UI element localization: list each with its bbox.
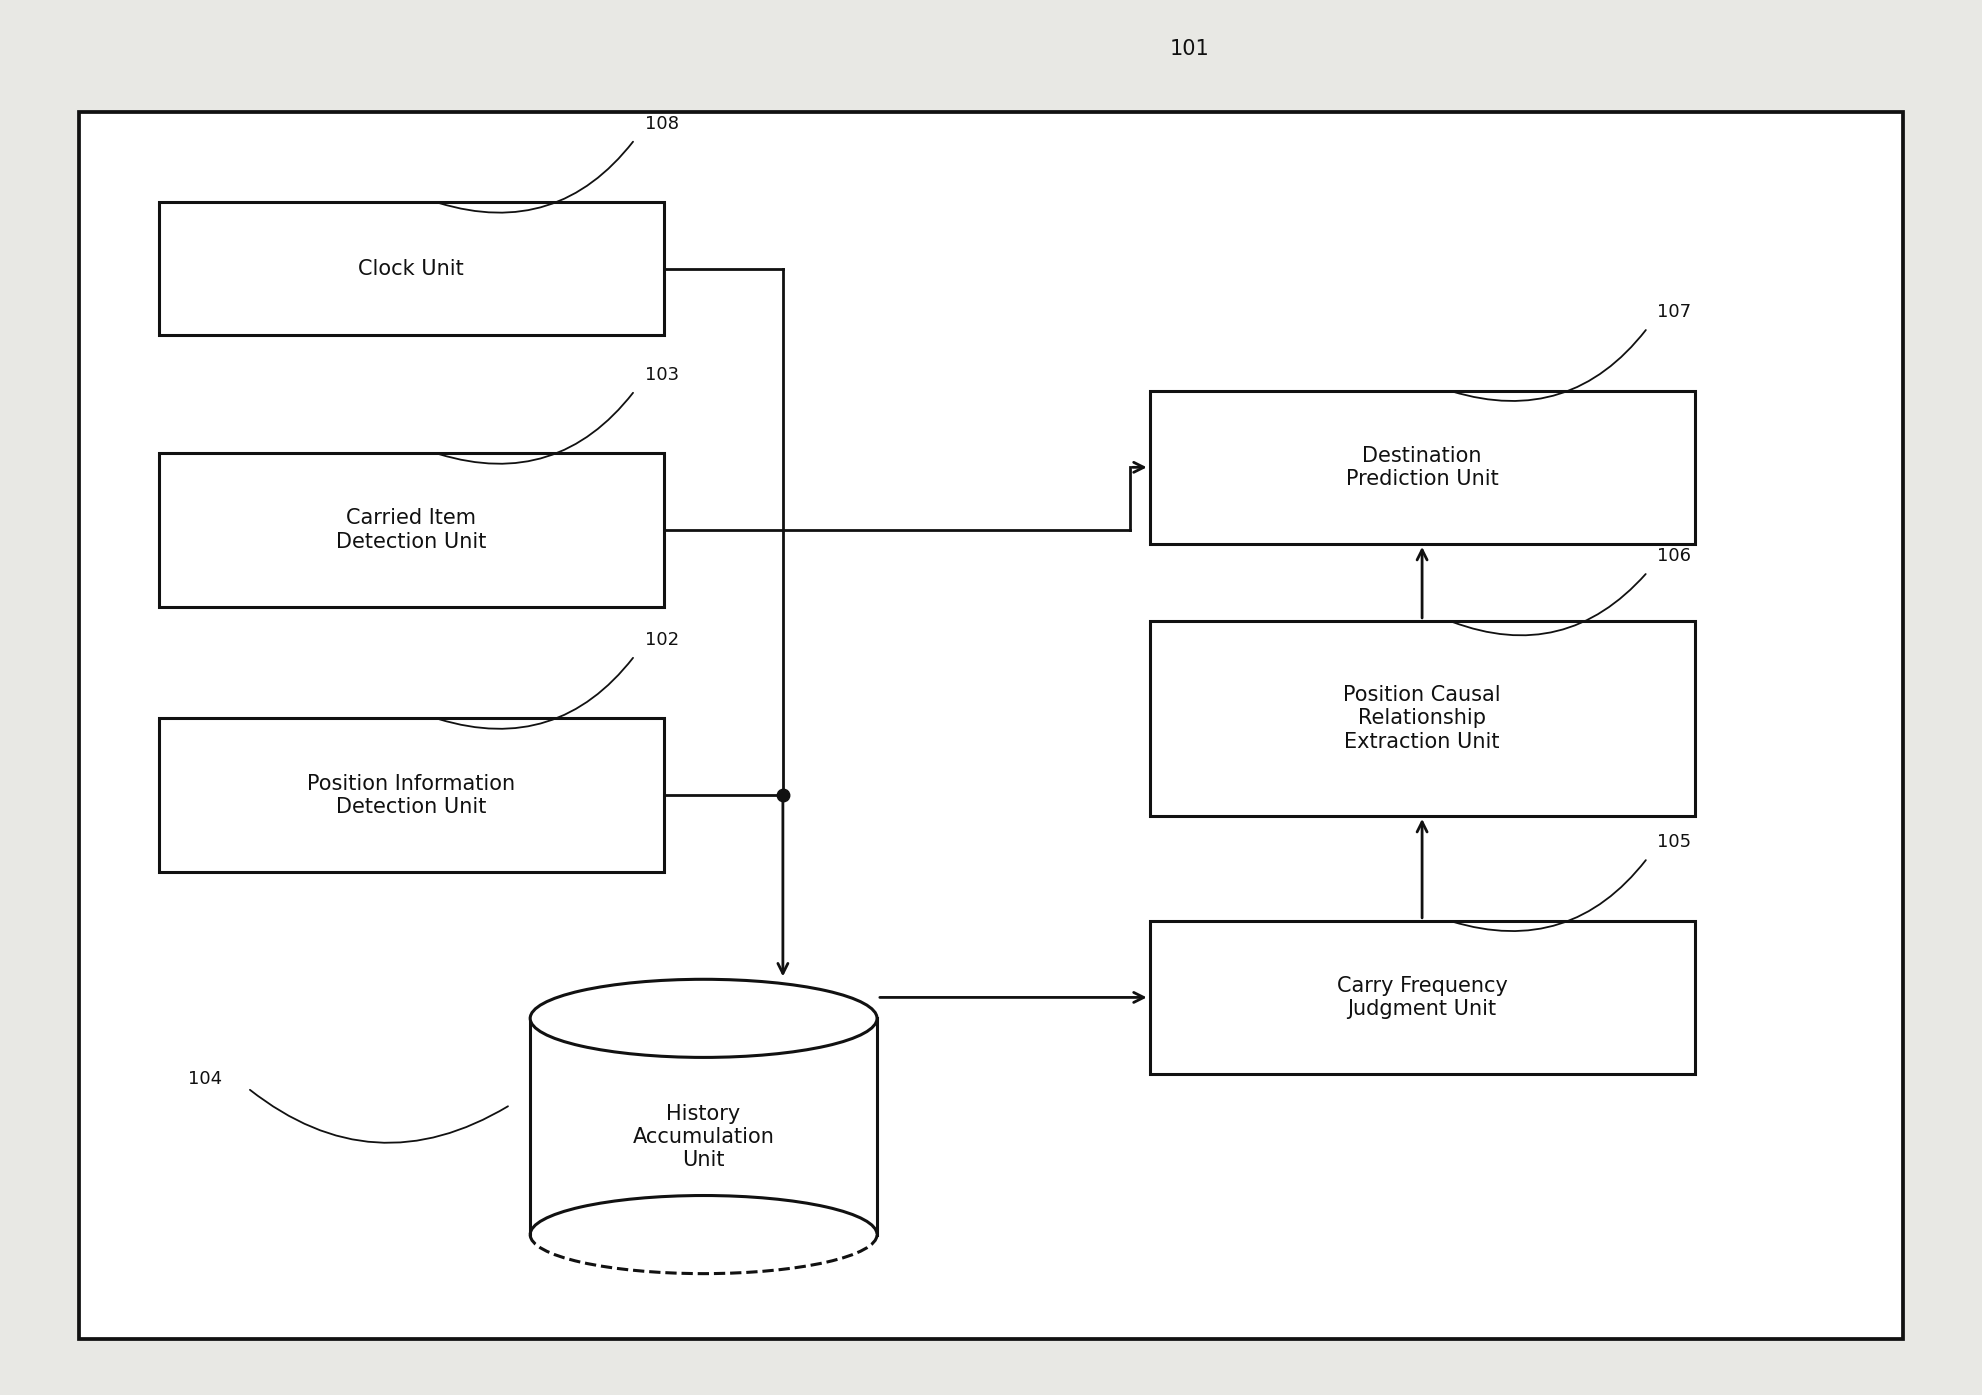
- Text: Carried Item
Detection Unit: Carried Item Detection Unit: [337, 509, 486, 551]
- Bar: [1150, 391, 1695, 544]
- Text: Position Causal
Relationship
Extraction Unit: Position Causal Relationship Extraction …: [1344, 685, 1500, 752]
- Text: 102: 102: [644, 631, 678, 649]
- Text: Carry Frequency
Judgment Unit: Carry Frequency Judgment Unit: [1336, 976, 1508, 1018]
- Bar: [159, 718, 664, 872]
- Text: 103: 103: [644, 365, 678, 384]
- Bar: [159, 202, 664, 335]
- Text: History
Accumulation
Unit: History Accumulation Unit: [632, 1103, 775, 1170]
- Text: 101: 101: [1169, 39, 1209, 59]
- Bar: [1150, 621, 1695, 816]
- Text: Clock Unit: Clock Unit: [359, 258, 464, 279]
- Text: 107: 107: [1657, 303, 1691, 321]
- Ellipse shape: [531, 979, 876, 1057]
- Bar: [529, 1018, 876, 1235]
- Bar: [79, 112, 1903, 1339]
- Text: 105: 105: [1657, 833, 1691, 851]
- Text: 106: 106: [1657, 547, 1691, 565]
- Text: 104: 104: [188, 1070, 222, 1088]
- Bar: [159, 453, 664, 607]
- Text: Destination
Prediction Unit: Destination Prediction Unit: [1346, 446, 1498, 488]
- Text: 108: 108: [644, 114, 678, 133]
- Bar: [1150, 921, 1695, 1074]
- Text: Position Information
Detection Unit: Position Information Detection Unit: [307, 774, 515, 816]
